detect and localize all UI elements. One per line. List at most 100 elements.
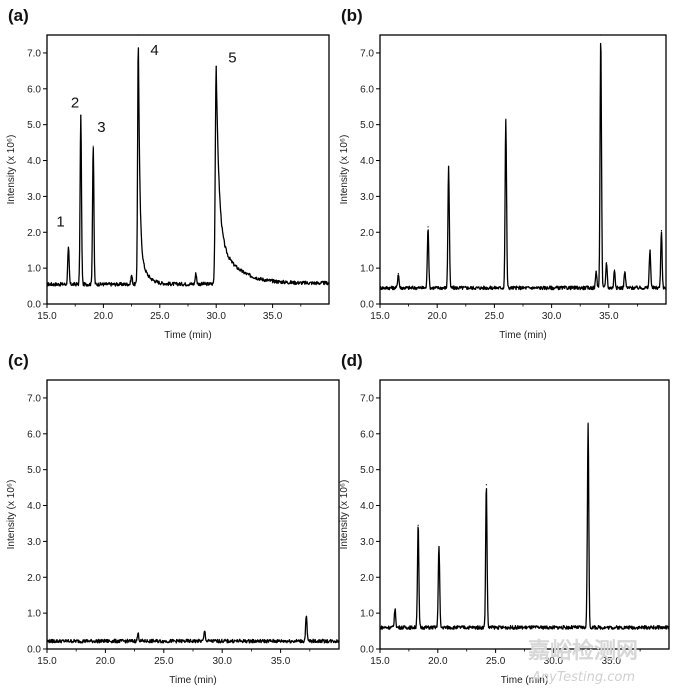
peak-point [660,229,663,232]
panel-label: (c) [8,351,29,370]
peak-point [448,166,450,168]
peak-point [427,226,429,228]
y-tick-label: 2.0 [360,228,374,239]
peak-label: 5 [228,50,236,67]
y-tick-label: 3.0 [360,192,374,203]
y-tick-label: 1.0 [360,609,374,620]
y-tick-label: 5.0 [360,465,374,476]
y-tick-label: 6.0 [360,429,374,440]
chart-panel-d: 0.0 1.0 2.0 3.0 4.0 5.0 6.0 7.0 15.0 20.0 25.0 30.0… [339,351,670,686]
y-tick-label: 5.0 [27,120,41,131]
y-tick-label: 0.0 [360,300,374,311]
x-tick-label: 20.0 [96,656,116,667]
y-tick-label: 5.0 [27,465,41,476]
x-axis-label: Time (min) [501,675,548,686]
peak-point [624,271,626,273]
y-tick-label: 1.0 [27,264,41,275]
x-tick-label: 30.0 [206,311,226,322]
y-tick-label: 0.0 [360,645,374,656]
x-tick-label: 25.0 [486,656,506,667]
x-axis-label: Time (min) [164,330,211,341]
y-axis-label: Intensity (x 10⁶) [339,480,350,550]
y-tick-label: 1.0 [360,264,374,275]
y-tick-label: 5.0 [360,120,374,131]
x-tick-label: 20.0 [428,656,448,667]
peak-point [605,262,608,264]
y-tick-label: 7.0 [27,48,41,59]
y-tick-label: 4.0 [27,501,41,512]
peak-point [131,274,133,276]
watermark-url: AnyTesting.com [531,670,635,685]
y-axis-label: Intensity (x 10⁶) [6,480,17,550]
y-tick-label: 1.0 [27,609,41,620]
peak-point [215,65,217,68]
x-tick-label: 35.0 [263,311,283,322]
x-tick-label: 35.0 [599,311,619,322]
y-axis-label: Intensity (x 10⁶) [339,135,350,205]
x-tick-label: 15.0 [37,656,57,667]
x-tick-label: 25.0 [154,656,174,667]
y-tick-label: 2.0 [27,573,41,584]
panel-label: (b) [341,6,363,25]
peak-point [587,422,589,424]
x-tick-label: 15.0 [370,656,390,667]
peak-label: 1 [56,213,64,230]
x-tick-label: 30.0 [544,656,564,667]
y-tick-label: 2.0 [27,228,41,239]
peak-point [137,633,139,635]
plot-frame [46,379,340,650]
peak-point [417,524,419,526]
y-tick-label: 2.0 [360,573,374,584]
plot-frame [379,379,670,650]
peak-point [92,145,94,147]
x-tick-label: 30.0 [542,311,562,322]
x-tick-label: 35.0 [271,656,291,667]
plot-frame [379,34,667,305]
chromatogram-trace [46,47,330,287]
panel-label: (a) [8,6,29,25]
plot-frame [46,34,330,305]
peak-point [305,616,307,618]
peak-point [67,247,70,250]
x-tick-label: 15.0 [370,311,390,322]
peak-point [195,272,197,275]
peak-point [80,115,82,117]
y-tick-label: 7.0 [27,393,41,404]
peak-point [438,546,440,548]
chart-panel-a: 0.0 1.0 2.0 3.0 4.0 5.0 6.0 7.0 15.0 20.0 25.0 30.0… [6,6,330,341]
chart-panel-b: 0.0 1.0 2.0 3.0 4.0 5.0 6.0 7.0 15.0 20.0 25.0 30.0… [339,6,667,341]
y-tick-label: 3.0 [27,537,41,548]
panel-label: (d) [341,351,363,370]
y-tick-label: 4.0 [27,156,41,167]
y-tick-label: 6.0 [27,429,41,440]
y-tick-label: 4.0 [360,501,374,512]
x-tick-label: 20.0 [427,311,447,322]
y-tick-label: 6.0 [27,84,41,95]
x-tick-label: 25.0 [485,311,505,322]
watermark-cjk: 嘉峪检测网 [528,638,638,664]
watermark: 嘉峪检测网 AnyTesting.com [528,638,638,685]
chromatogram-trace [379,423,670,630]
x-tick-label: 35.0 [601,656,621,667]
x-axis-label: Time (min) [499,330,546,341]
peak-label: 4 [150,42,158,59]
y-tick-label: 0.0 [27,645,41,656]
peak-point [204,630,206,632]
y-tick-label: 7.0 [360,393,374,404]
peak-point [137,34,139,36]
peak-point [613,269,616,271]
peak-label: 3 [97,119,105,136]
x-tick-label: 20.0 [94,311,114,322]
peak-point [397,272,399,275]
x-tick-label: 25.0 [150,311,170,322]
x-tick-label: 15.0 [37,311,57,322]
x-tick-label: 30.0 [212,656,232,667]
peak-point [485,484,487,486]
chromatogram-trace [46,615,340,644]
chart-panel-c: 0.0 1.0 2.0 3.0 4.0 5.0 6.0 7.0 15.0 20.0 25.0 30.0… [6,351,340,686]
peak-label: 2 [71,95,79,112]
y-tick-label: 7.0 [360,48,374,59]
y-tick-label: 0.0 [27,300,41,311]
y-tick-label: 3.0 [360,537,374,548]
